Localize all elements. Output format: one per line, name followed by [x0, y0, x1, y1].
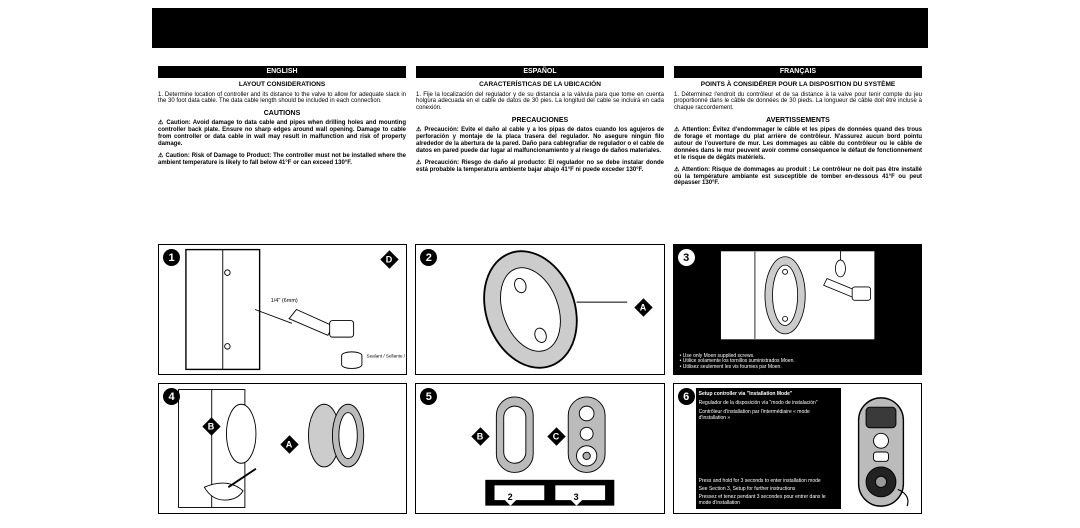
language-columns: ENGLISH LAYOUT CONSIDERATIONS 1. Determi…: [158, 66, 922, 192]
step-number-4: 4: [163, 388, 180, 405]
lang-title-en: ENGLISH: [158, 66, 406, 78]
step-panel-5: 5 B C 2 3: [415, 383, 664, 514]
manual-page: ENGLISH LAYOUT CONSIDERATIONS 1. Determi…: [0, 0, 1080, 528]
step-number-1: 1: [163, 249, 180, 266]
illustration-5: [416, 384, 663, 513]
panel6-text: Setup controller via "Installation Mode"…: [696, 388, 841, 509]
column-spanish: ESPAÑOL CARACTERÍSTICAS DE LA UBICACIÓN …: [416, 66, 664, 192]
illustration-4: [159, 384, 406, 513]
caution-title-en: CAUTIONS: [158, 110, 406, 118]
step-panel-6: 6 Setup controller via "Installation Mod…: [673, 383, 922, 514]
illustration-1: 1/4" (6mm) Sealant / Sellante / Mastic: [159, 245, 406, 374]
step-number-6: 6: [678, 388, 695, 405]
caution-en-2: Caution: Risk of Damage to Product: The …: [158, 153, 406, 167]
caution-en-1: Caution: Avoid damage to data cable and …: [158, 120, 406, 148]
caution-fr-2: Attention: Risque de dommages au produit…: [674, 167, 922, 188]
caution-es-2: Precaución: Riesgo de daño al producto: …: [416, 160, 664, 174]
para-fr-1: 1. Déterminez l'endroit du contrôleur et…: [674, 92, 922, 113]
para-es-1: 1. Fije la localización del regulador y …: [416, 92, 664, 113]
svg-text:Sealant / Sellante / Mastic: Sealant / Sellante / Mastic: [367, 353, 407, 358]
illustration-6: [853, 396, 909, 508]
column-french: FRANÇAIS POINTS À CONSIDÉRER POUR LA DIS…: [674, 66, 922, 192]
step-grid: 1 D 1/4" (6mm) Sealant / Sellante / Mast…: [158, 244, 922, 514]
illustration-3: [674, 245, 921, 346]
illustration-2: [416, 245, 663, 374]
para-en-1: 1. Determine location of controller and …: [158, 92, 406, 106]
step-panel-4: 4 B A: [158, 383, 407, 514]
step-panel-3: 3 • Use only Moen supplied screws. • Uti…: [673, 244, 922, 375]
svg-text:1/4" (6mm): 1/4" (6mm): [271, 298, 298, 304]
column-english: ENGLISH LAYOUT CONSIDERATIONS 1. Determi…: [158, 66, 406, 192]
notes-3: • Use only Moen supplied screws. • Utili…: [680, 354, 915, 371]
lang-title-es: ESPAÑOL: [416, 66, 664, 78]
section-title-fr: POINTS À CONSIDÉRER POUR LA DISPOSITION …: [674, 81, 922, 88]
caution-title-es: PRECAUCIONES: [416, 117, 664, 125]
section-title-es: CARACTERÍSTICAS DE LA UBICACIÓN: [416, 81, 664, 88]
caution-title-fr: AVERTISSEMENTS: [674, 117, 922, 125]
header-band: [152, 8, 928, 48]
step-number-3: 3: [678, 249, 695, 266]
step-panel-1: 1 D 1/4" (6mm) Sealant / Sellante / Mast…: [158, 244, 407, 375]
caution-fr-1: Attention: Évitez d'endommager le câble …: [674, 127, 922, 161]
caution-es-1: Precaución: Evite el daño al cable y a l…: [416, 127, 664, 155]
section-title-en: LAYOUT CONSIDERATIONS: [158, 81, 406, 88]
lang-title-fr: FRANÇAIS: [674, 66, 922, 78]
step-panel-2: 2 A: [415, 244, 664, 375]
